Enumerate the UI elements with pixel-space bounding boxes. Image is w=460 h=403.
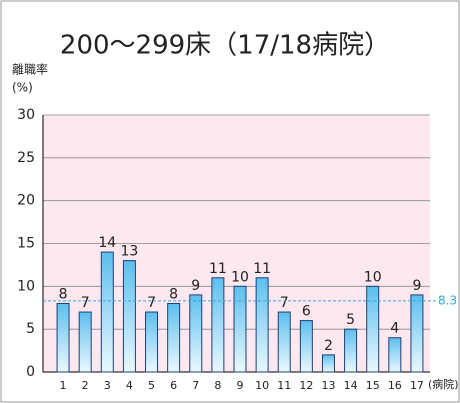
y-tick-label: 0 [26, 364, 35, 380]
value-label: 9 [191, 278, 200, 294]
value-label: 11 [253, 261, 271, 277]
x-tick-label: 15 [366, 379, 380, 392]
value-label: 4 [390, 321, 399, 337]
x-tick-label: 4 [126, 379, 133, 392]
value-label: 8 [59, 286, 68, 302]
x-tick-label: 14 [344, 379, 358, 392]
value-label: 6 [302, 304, 311, 320]
bar [211, 277, 225, 373]
bar [366, 285, 380, 373]
y-tick-label: 25 [17, 150, 35, 166]
value-label: 10 [231, 269, 249, 285]
y-axis-label: 離職率 [12, 62, 48, 77]
bar [255, 277, 269, 373]
value-label: 8 [169, 286, 178, 302]
x-tick-label: 1 [60, 379, 67, 392]
value-label: 14 [98, 235, 116, 251]
x-tick-label: 8 [214, 379, 221, 392]
x-tick-label: 13 [321, 379, 335, 392]
bar [321, 354, 335, 373]
bar [78, 311, 92, 373]
bar [56, 302, 70, 373]
bar [277, 311, 291, 373]
bar [122, 260, 136, 373]
x-tick-label: 2 [82, 379, 89, 392]
bar [100, 251, 114, 373]
value-label: 2 [324, 338, 333, 354]
bar [145, 311, 159, 373]
bar [299, 320, 313, 373]
bar [233, 285, 247, 373]
value-label: 13 [120, 244, 138, 260]
x-tick-label: 11 [277, 379, 291, 392]
x-tick-label: 9 [237, 379, 244, 392]
chart-title: 200〜299床（17/18病院） [60, 31, 390, 61]
value-label: 10 [364, 269, 382, 285]
value-label: 7 [147, 295, 156, 311]
reference-label: 8.3 [438, 293, 457, 307]
x-tick-label: 7 [192, 379, 199, 392]
x-tick-label: 16 [388, 379, 402, 392]
x-tick-label: 5 [148, 379, 155, 392]
y-tick-label: 30 [17, 107, 35, 123]
bar [410, 294, 424, 373]
y-axis-unit: (%) [12, 81, 33, 95]
x-tick-label: 17 [410, 379, 424, 392]
value-label: 7 [81, 295, 90, 311]
value-label: 9 [412, 278, 421, 294]
bar [167, 302, 181, 373]
value-label: 7 [280, 295, 289, 311]
bar [388, 337, 402, 373]
x-axis-label: (病院) [428, 377, 459, 391]
y-tick-label: 10 [17, 278, 35, 294]
y-tick-label: 20 [17, 193, 35, 209]
bar [344, 328, 358, 373]
value-label: 5 [346, 312, 355, 328]
y-tick-label: 15 [17, 236, 35, 252]
x-tick-label: 3 [104, 379, 111, 392]
x-tick-label: 12 [299, 379, 313, 392]
y-tick-label: 5 [26, 321, 35, 337]
bar [189, 294, 203, 373]
value-label: 11 [209, 261, 227, 277]
x-tick-label: 6 [170, 379, 177, 392]
x-tick-label: 10 [255, 379, 269, 392]
